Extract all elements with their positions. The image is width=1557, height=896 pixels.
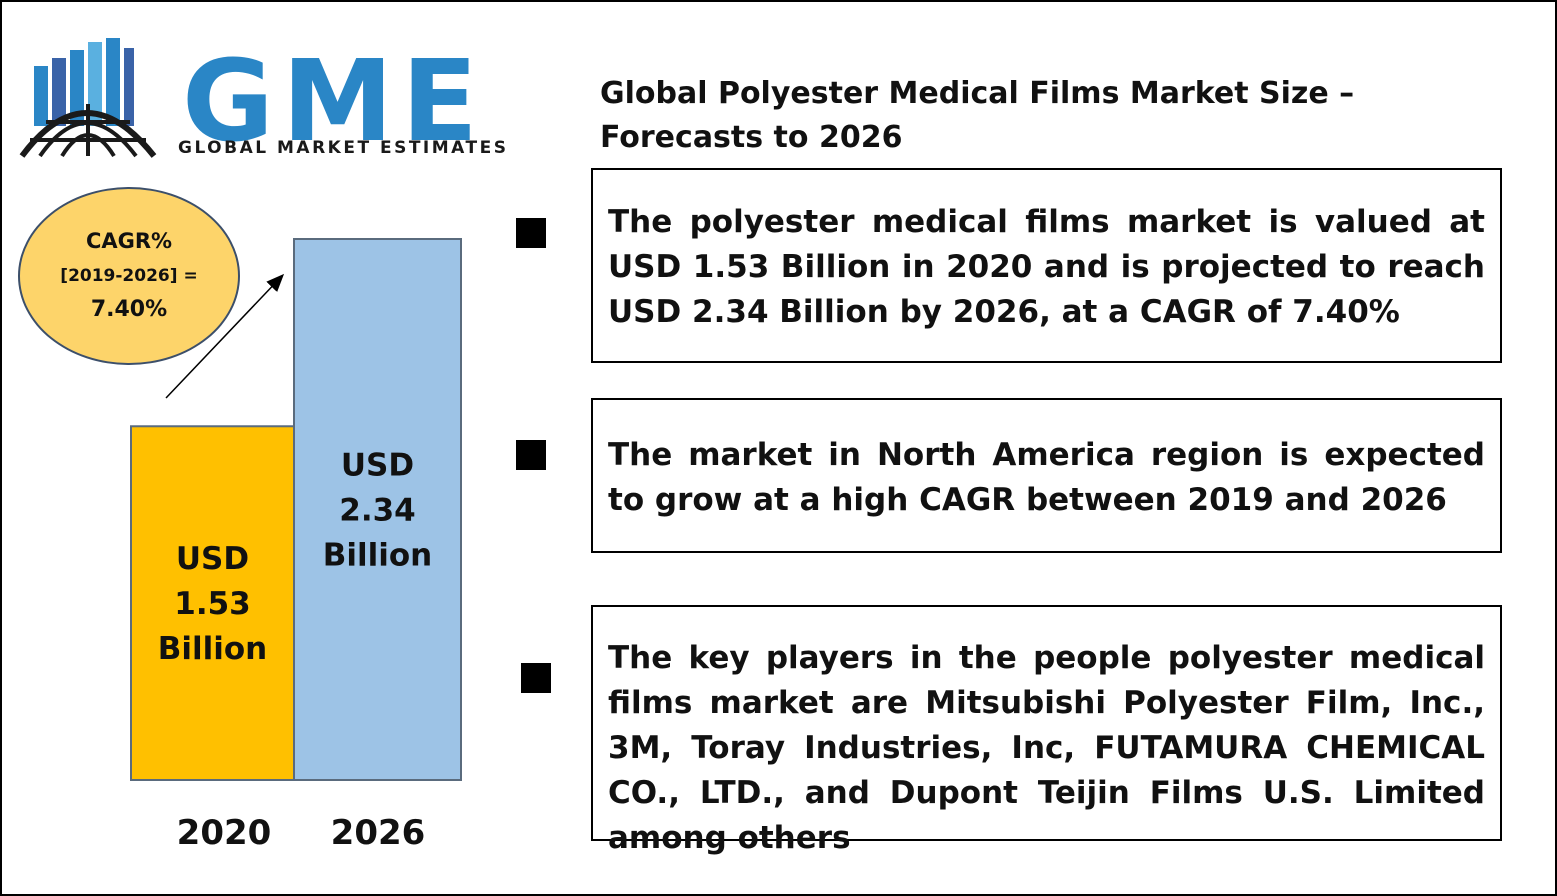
globe-bars-icon xyxy=(19,38,157,158)
info-box-1: The polyester medical films market is va… xyxy=(591,168,1502,363)
bar-data-label-2026: Billion xyxy=(323,538,433,574)
bullet-square-3 xyxy=(521,663,551,693)
cagr-value: 7.40% xyxy=(90,297,168,322)
x-tick-label-2026: 2026 xyxy=(331,813,426,853)
bar-data-label-2020: 1.53 xyxy=(174,586,251,622)
info-text-1: The polyester medical films market is va… xyxy=(608,204,1485,330)
growth-arrow-icon xyxy=(165,273,285,399)
info-box-3: The key players in the people polyester … xyxy=(591,605,1502,856)
cagr-bubble: CAGR% [2019-2026] = 7.40% xyxy=(18,187,240,365)
bar-data-label-2020: Billion xyxy=(158,631,268,667)
info-text-2: The market in North America region is ex… xyxy=(608,437,1485,518)
cagr-label: CAGR% xyxy=(85,229,173,253)
info-text-3: The key players in the people polyester … xyxy=(608,640,1485,856)
bar-data-label-2020: USD xyxy=(176,541,249,577)
bar-2020 xyxy=(130,425,295,781)
gme-logo: GME GLOBAL MARKET ESTIMATES xyxy=(16,30,526,162)
logo-letters: GME xyxy=(182,37,486,167)
bar-data-label-2026: 2.34 xyxy=(339,493,416,529)
x-tick-label-2020: 2020 xyxy=(177,813,272,853)
page-title: Global Polyester Medical Films Market Si… xyxy=(600,76,1355,155)
bar-2026 xyxy=(293,238,462,781)
bar-chart: USD 1.53 Billion 2020 USD 2.34 Billion 2026 xyxy=(130,238,462,853)
cagr-period: [2019-2026] = xyxy=(60,266,198,286)
logo-tagline: GLOBAL MARKET ESTIMATES xyxy=(178,138,509,158)
bar-data-label-2026: USD xyxy=(341,448,414,484)
bullet-square-1 xyxy=(516,218,546,248)
info-box-2: The market in North America region is ex… xyxy=(591,398,1502,553)
bullet-square-2 xyxy=(516,440,546,470)
